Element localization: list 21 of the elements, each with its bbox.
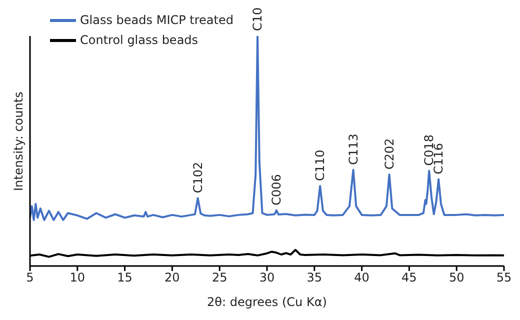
x-tick-label: 10 bbox=[70, 270, 86, 285]
annotation: C006 bbox=[269, 174, 284, 206]
x-tick-label: 35 bbox=[306, 270, 322, 285]
x-tick-label: 45 bbox=[402, 270, 417, 285]
annotation: C110 bbox=[313, 150, 328, 181]
x-tick-label: 40 bbox=[354, 270, 370, 285]
y-axis-title: Intensity: counts bbox=[11, 92, 26, 191]
x-tick-label: 5 bbox=[26, 270, 34, 285]
annotation: C202 bbox=[382, 138, 396, 170]
x-tick-label: 25 bbox=[212, 270, 228, 285]
x-axis-title: 2θ: degrees (Cu Kα) bbox=[207, 295, 327, 309]
x-tick-label: 20 bbox=[164, 270, 180, 285]
annotation: C113 bbox=[346, 134, 360, 165]
x-tick-label: 55 bbox=[496, 270, 512, 285]
annotation: C102 bbox=[190, 162, 205, 194]
legend-label: Glass beads MICP treated bbox=[80, 12, 234, 29]
legend-label: Control glass beads bbox=[80, 32, 198, 49]
x-tick-label: 15 bbox=[117, 270, 132, 285]
x-tick-label: 50 bbox=[448, 270, 464, 285]
x-tick-label: 30 bbox=[259, 270, 275, 285]
annotation: C10 bbox=[250, 7, 265, 31]
